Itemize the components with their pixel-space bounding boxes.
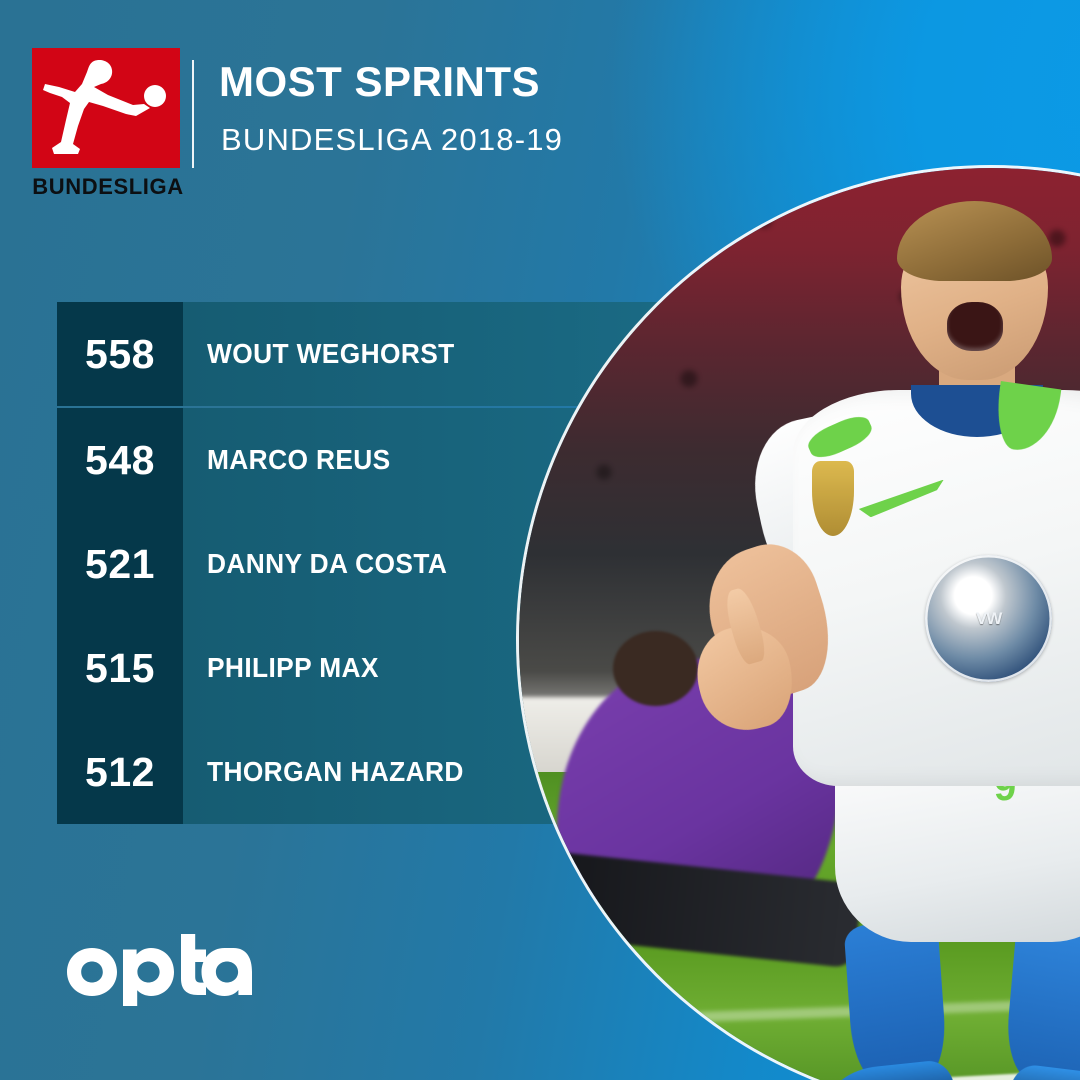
bar-value: 515 (85, 644, 155, 691)
header-divider (192, 60, 194, 168)
bundesliga-player-icon (43, 60, 166, 154)
bar-value: 548 (85, 436, 155, 483)
grounded-player-head (613, 630, 699, 707)
page-subtitle: BUNDESLIGA 2018-19 (221, 122, 564, 157)
player-name: WOUT WEGHORST (207, 338, 455, 369)
player-name: THORGAN HAZARD (207, 756, 464, 787)
player-celebration-photo: 9 W (519, 168, 1080, 1080)
bar-value-block: 558 (57, 302, 183, 406)
bundesliga-wordmark: BUNDESLIGA (32, 174, 184, 199)
opta-logo (62, 934, 252, 1006)
bar-value-block: 515 (57, 616, 183, 720)
vw-sponsor-icon (924, 555, 1053, 683)
player-name: MARCO REUS (207, 444, 391, 475)
player-mouth (946, 302, 1004, 352)
cup-badge-icon (811, 460, 855, 537)
page-title: MOST SPRINTS (219, 58, 541, 105)
player-name: PHILIPP MAX (207, 652, 379, 683)
bar-value: 521 (85, 540, 155, 587)
player-sock-left (843, 920, 950, 1080)
bar-value-block: 548 (57, 408, 183, 512)
opta-wordmark-icon (67, 934, 252, 1006)
photo-content: 9 W (519, 168, 1080, 1080)
bar-value: 512 (85, 748, 155, 795)
bar-value-block: 512 (57, 720, 183, 824)
header: BUNDESLIGA MOST SPRINTS BUNDESLIGA 2018-… (0, 0, 1080, 220)
bundesliga-logo (32, 48, 180, 168)
bar-value-block: 521 (57, 512, 183, 616)
bar-value: 558 (85, 330, 155, 377)
player-name: DANNY DA COSTA (207, 548, 448, 579)
player-sock-right (1003, 919, 1080, 1080)
